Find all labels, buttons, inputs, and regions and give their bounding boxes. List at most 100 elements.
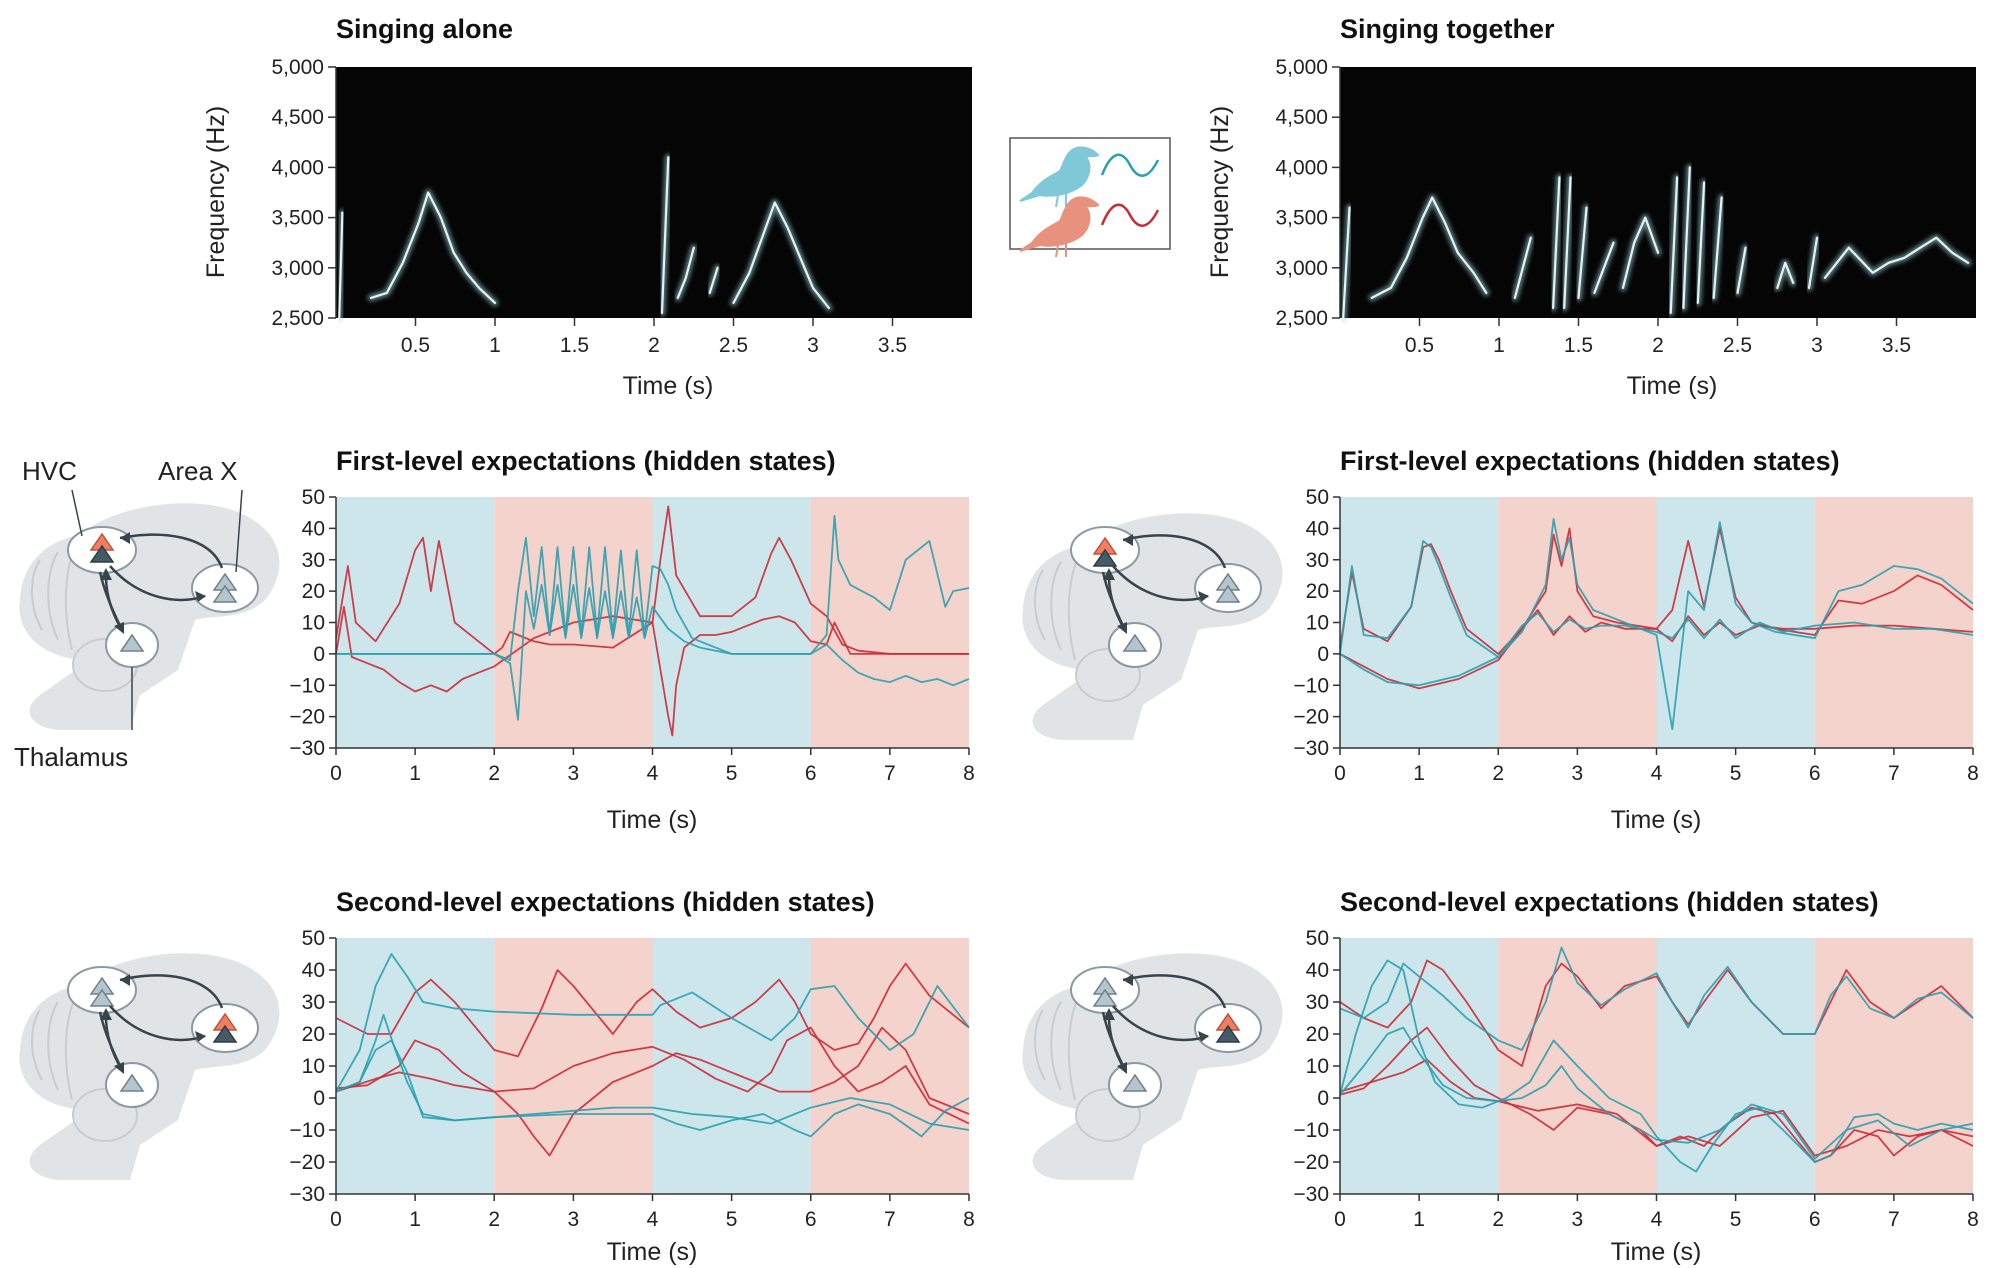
wave-icon-red <box>1100 203 1160 227</box>
syllable-trace <box>1513 236 1532 299</box>
series-line <box>1339 527 1974 655</box>
y-tick-label: 40 <box>1306 959 1329 982</box>
spectrogram-background <box>1340 67 1976 318</box>
chart-l1-together: First-level expectations (hidden states)… <box>1293 446 1978 834</box>
x-tick-label: 6 <box>805 1208 817 1231</box>
syllable-trace <box>708 266 719 294</box>
arrowhead <box>114 1062 124 1074</box>
x-tick-label: 2 <box>1492 762 1504 785</box>
x-axis-label: Time (s) <box>1611 806 1702 834</box>
x-tick-label: 2 <box>648 334 660 357</box>
syllable-trace <box>1669 176 1679 315</box>
area-x-node-bottom <box>1215 584 1241 603</box>
legend <box>1009 137 1171 258</box>
y-tick-label: −10 <box>1293 674 1329 697</box>
arrow-hvc-to-x <box>1112 1005 1209 1042</box>
arrow-x-to-hvc <box>119 533 224 569</box>
y-tick-label: −30 <box>1293 737 1329 760</box>
arrowhead <box>100 1008 112 1020</box>
arrow-x-to-hvc <box>1122 974 1227 1009</box>
y-tick-label: 30 <box>1306 991 1329 1014</box>
series-line <box>335 1039 970 1131</box>
y-tick-label: 30 <box>302 549 325 572</box>
x-tick-label: 3 <box>807 334 819 357</box>
y-tick-label: 50 <box>1306 486 1329 509</box>
arrowhead <box>1198 591 1209 602</box>
syllable-trace <box>1370 196 1488 299</box>
spectrogram-alone: Singing alone Frequency (Hz) Time (s) 2,… <box>202 14 972 400</box>
area-x-node-bottom <box>1215 1024 1241 1043</box>
y-tick-label: 10 <box>1306 612 1329 635</box>
x-tick-label: 0 <box>330 762 342 785</box>
arrow-hvc-to-x <box>1112 565 1209 602</box>
arrowhead <box>120 974 130 986</box>
y-tick-label: 0 <box>313 643 325 666</box>
y-tick-label: 0 <box>313 1087 325 1110</box>
chart-title: Second-level expectations (hidden states… <box>1340 887 1879 917</box>
y-tick-label: 10 <box>1306 1055 1329 1078</box>
x-axis-label: Time (s) <box>607 806 698 834</box>
x-tick-label: 0 <box>330 1208 342 1231</box>
arrowhead <box>120 532 130 544</box>
thalamus-node <box>1122 633 1148 652</box>
x-tick-label: 5 <box>1730 762 1742 785</box>
y-tick-label: 4,000 <box>271 156 324 179</box>
x-tick-label: 7 <box>1888 1208 1900 1231</box>
x-tick-label: 1 <box>409 1208 421 1231</box>
x-tick-label: 8 <box>963 762 975 785</box>
phase-band-blue <box>336 497 495 748</box>
area-x-node-bottom <box>212 1024 238 1043</box>
arrow-x-to-hvc <box>1122 534 1227 569</box>
y-tick-label: 20 <box>302 580 325 603</box>
x-tick-label: 4 <box>1651 762 1663 785</box>
arrow-hvc-to-x <box>109 565 206 602</box>
arrowhead <box>195 1031 206 1042</box>
x-tick-label: 5 <box>726 1208 738 1231</box>
x-axis-label: Time (s) <box>623 372 714 400</box>
syllable-trace <box>1696 181 1706 304</box>
y-tick-label: 0 <box>1317 1087 1329 1110</box>
y-tick-label: 2,500 <box>1275 307 1328 330</box>
series-line <box>1339 959 1974 1173</box>
x-tick-label: 8 <box>1967 762 1979 785</box>
arrowhead <box>1103 568 1115 580</box>
syllable-trace <box>338 211 344 320</box>
x-tick-label: 3 <box>1811 334 1823 357</box>
series-line <box>335 505 969 655</box>
hvc-node-bottom <box>1092 548 1118 567</box>
label-thalamus: Thalamus <box>14 742 128 772</box>
y-tick-label: 0 <box>1317 643 1329 666</box>
x-tick-label: 2 <box>488 762 500 785</box>
phase-band-blue <box>652 497 811 748</box>
x-tick-label: 7 <box>1888 762 1900 785</box>
x-tick-label: 7 <box>884 762 896 785</box>
syllable-trace <box>369 191 497 304</box>
hvc-node-bottom <box>89 544 115 563</box>
y-tick-label: 4,500 <box>1275 106 1328 129</box>
series-line <box>335 962 970 1058</box>
y-tick-label: 20 <box>1306 1023 1329 1046</box>
x-tick-label: 1.5 <box>560 334 589 357</box>
series-line <box>335 1026 970 1125</box>
x-tick-label: 1 <box>489 334 501 357</box>
hvc-node-bottom <box>89 988 115 1007</box>
y-tick-label: 3,000 <box>271 257 324 280</box>
y-tick-label: 40 <box>302 959 325 982</box>
y-tick-label: −10 <box>289 674 325 697</box>
chart-title: Second-level expectations (hidden states… <box>336 887 875 917</box>
x-tick-label: 3 <box>568 762 580 785</box>
x-tick-label: 0.5 <box>1405 334 1434 357</box>
arrow-x-to-hvc <box>119 974 224 1009</box>
series-line <box>335 1013 970 1138</box>
series-line <box>336 584 970 721</box>
y-tick-label: 30 <box>1306 549 1329 572</box>
x-tick-label: 1 <box>1413 762 1425 785</box>
arrowhead <box>1123 974 1133 986</box>
chart-title: First-level expectations (hidden states) <box>1340 446 1840 476</box>
arrowhead <box>100 568 112 580</box>
x-tick-label: 3 <box>1572 1208 1584 1231</box>
syllable-trace <box>1577 206 1588 299</box>
y-tick-label: 30 <box>302 991 325 1014</box>
phase-band-blue <box>1656 497 1815 748</box>
